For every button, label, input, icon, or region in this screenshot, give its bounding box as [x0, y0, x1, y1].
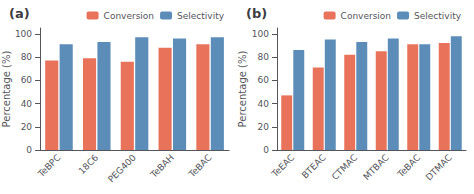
svg-text:TeEAC: TeEAC — [269, 152, 296, 179]
svg-text:20: 20 — [258, 122, 270, 132]
svg-text:TeBAC: TeBAC — [186, 152, 214, 180]
svg-text:CTMAC: CTMAC — [330, 152, 360, 182]
svg-text:(b): (b) — [246, 6, 267, 21]
svg-text:40: 40 — [21, 99, 33, 109]
svg-text:18C6: 18C6 — [77, 152, 101, 176]
svg-text:Selectivity: Selectivity — [177, 11, 225, 21]
svg-text:0: 0 — [26, 145, 32, 155]
svg-text:Conversion: Conversion — [104, 11, 154, 21]
svg-text:BTEAC: BTEAC — [300, 152, 328, 180]
svg-text:100: 100 — [252, 29, 269, 39]
svg-text:60: 60 — [258, 75, 270, 85]
svg-text:DTMAC: DTMAC — [424, 152, 454, 182]
svg-text:PEG400: PEG400 — [106, 152, 138, 184]
svg-text:Selectivity: Selectivity — [414, 11, 462, 21]
svg-text:TeBAC: TeBAC — [395, 152, 423, 180]
svg-text:60: 60 — [21, 75, 33, 85]
svg-text:Percentage (%): Percentage (%) — [1, 51, 12, 128]
svg-text:TeBPC: TeBPC — [35, 152, 62, 179]
svg-text:0: 0 — [263, 145, 269, 155]
svg-text:(a): (a) — [9, 6, 30, 21]
svg-text:80: 80 — [258, 52, 270, 62]
svg-text:MTBAC: MTBAC — [361, 152, 390, 181]
svg-text:Percentage (%): Percentage (%) — [237, 51, 248, 128]
svg-text:100: 100 — [15, 29, 32, 39]
svg-text:TeBAH: TeBAH — [148, 152, 176, 180]
svg-text:40: 40 — [258, 99, 270, 109]
svg-text:80: 80 — [21, 52, 33, 62]
svg-text:20: 20 — [21, 122, 33, 132]
svg-text:Conversion: Conversion — [341, 11, 391, 21]
